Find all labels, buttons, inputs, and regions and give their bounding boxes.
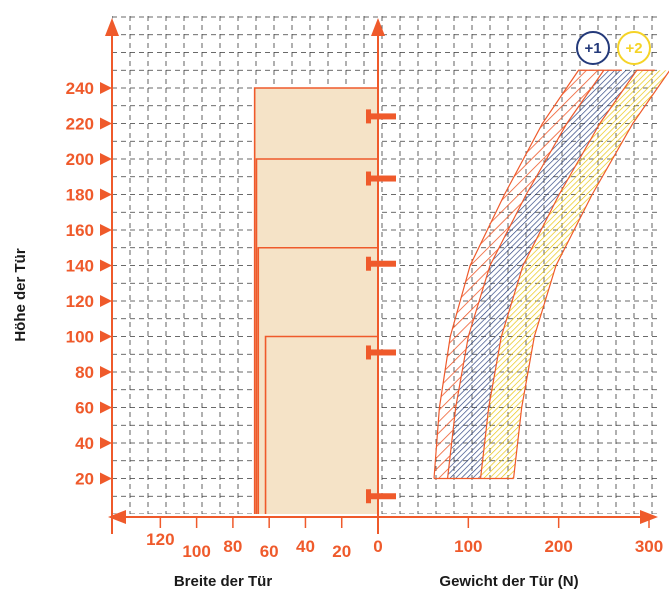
door-zone-outline (264, 335, 378, 514)
y-axis-arrow (105, 18, 119, 36)
y-tick-mark (100, 188, 112, 201)
badges: +1 +2 (576, 31, 651, 65)
door-zone-outline (255, 158, 378, 514)
x-axis-arrow-left (108, 510, 126, 524)
weight-band-edge (446, 69, 622, 479)
weight-band-red (434, 70, 622, 479)
weight-band-blue (447, 70, 655, 479)
y-tick-label: 120 (66, 292, 94, 311)
y-tick-label: 100 (66, 328, 94, 347)
badge-label: +1 (584, 40, 601, 57)
y-tick-label: 140 (66, 257, 94, 276)
y-tick-mark (100, 472, 112, 485)
y-tick-label: 40 (75, 434, 94, 453)
weight-band-edge (512, 70, 669, 479)
x-left-tick-label: 100 (182, 542, 210, 561)
x-left-tick-label: 0 (373, 537, 382, 556)
y-tick-label: 20 (75, 470, 94, 489)
hinge-icon (366, 349, 396, 356)
weight-band-edge (433, 69, 604, 479)
x-left-tick-label: 40 (296, 537, 315, 556)
y-tick-mark (100, 295, 112, 307)
badge-label: +2 (625, 40, 642, 57)
x-left-tick-label: 80 (223, 537, 242, 556)
center-axis-arrow (371, 18, 385, 36)
x-right-tick-label: 100 (454, 537, 482, 556)
door-zone-fill (254, 88, 378, 514)
y-tick-mark (100, 224, 112, 236)
badge-circle (617, 31, 651, 65)
weight-bands (433, 69, 669, 480)
y-tick-label: 60 (75, 399, 94, 418)
hinge-icon (366, 493, 396, 500)
weight-band-yellow (480, 70, 669, 479)
y-tick-mark (100, 82, 112, 94)
door-zone-outline (257, 246, 378, 514)
hinge-icon (366, 175, 396, 182)
badge-circle (576, 31, 610, 65)
door-zone-outline (253, 87, 378, 514)
y-tick-mark (100, 437, 112, 449)
x-right-tick-label: 300 (635, 537, 663, 556)
x-left-tick-label: 120 (146, 530, 174, 549)
x-left-axis-title: Breite der Tür (174, 573, 273, 590)
y-tick-label: 220 (66, 115, 94, 134)
y-tick-label: 200 (66, 150, 94, 169)
y-tick-label: 80 (75, 363, 94, 382)
y-tick-label: 180 (66, 186, 94, 205)
y-axis-title: Höhe der Tür (12, 248, 29, 342)
y-tick-mark (100, 366, 112, 378)
y-tick-mark (100, 401, 112, 414)
y-tick-mark (100, 153, 112, 165)
x-left-tick-label: 60 (260, 542, 279, 561)
y-tick-mark (100, 330, 112, 343)
x-right-axis-title: Gewicht der Tür (N) (439, 573, 578, 590)
x-left-tick-label: 20 (332, 542, 351, 561)
y-tick-label: 160 (66, 221, 94, 240)
y-tick-mark (100, 117, 112, 130)
weight-band-edge (479, 69, 655, 479)
y-tick-mark (100, 259, 112, 272)
x-right-tick-label: 200 (544, 537, 572, 556)
y-tick-label: 240 (66, 79, 94, 98)
door-size-zones (253, 87, 378, 514)
hinge-markers (366, 109, 396, 504)
hinge-icon (366, 260, 396, 267)
hinge-icon (366, 113, 396, 120)
